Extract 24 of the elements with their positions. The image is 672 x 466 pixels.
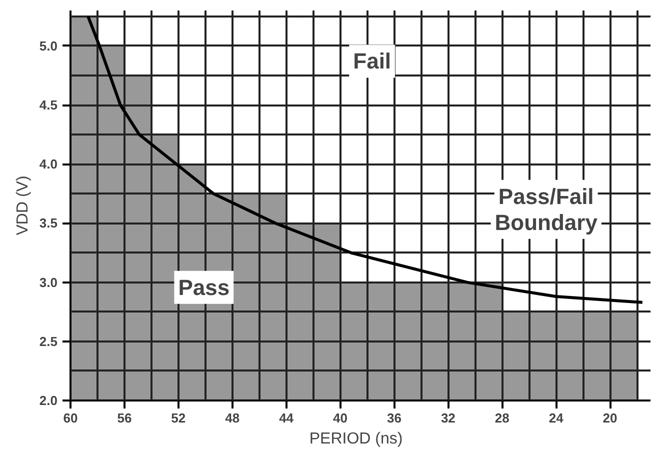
x-tick-label: 52 [171,410,186,426]
x-axis-title: PERIOD (ns) [309,430,403,448]
x-tick-label: 20 [602,410,618,426]
x-tick-label: 28 [494,410,510,426]
x-tick-label: 32 [440,410,456,426]
x-tick-label: 56 [117,410,132,426]
x-tick-label: 40 [333,410,348,426]
x-tick-label: 36 [386,410,402,426]
line-series [86,14,644,304]
y-tick-label: 4.0 [39,156,58,172]
x-tick-label: 48 [225,410,240,426]
y-tick-label: 2.5 [39,334,58,349]
annotation: Pass/Fail Boundary [494,184,598,235]
y-tick-label: 3.0 [39,274,58,290]
y-axis-title: VDD (V) [14,176,32,236]
y-tick-label: 4.5 [39,98,58,113]
annotation: Fail [353,48,392,74]
x-tick-label: 24 [548,410,564,426]
x-tick-label: 60 [63,410,78,426]
y-tick-label: 2.0 [39,393,58,408]
annotation: Pass [178,274,230,300]
x-tick-label: 44 [279,410,294,426]
y-tick-label: 5.0 [39,38,58,54]
y-tick-label: 3.5 [39,216,58,231]
